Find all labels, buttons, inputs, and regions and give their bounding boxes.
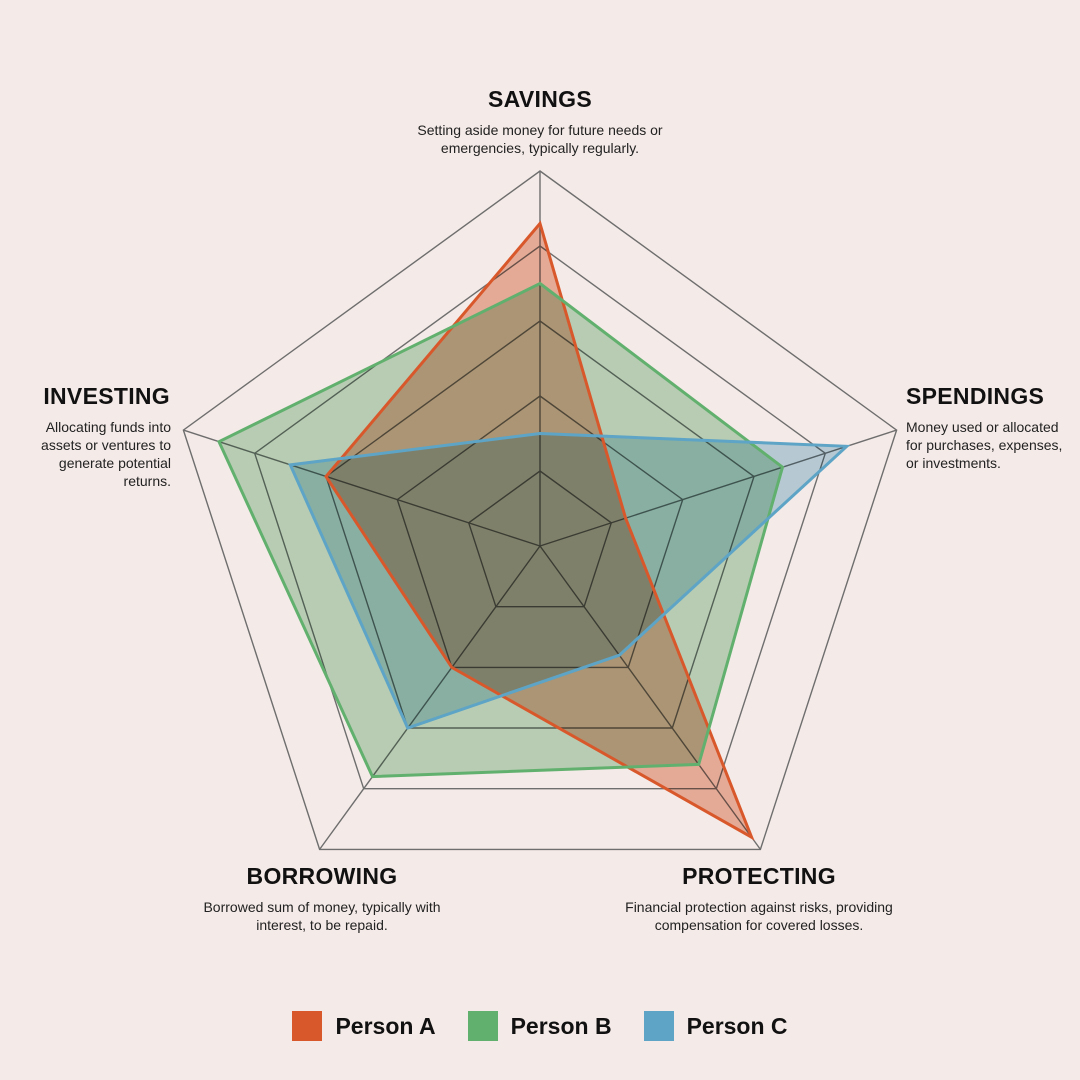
legend-label-person-c: Person C bbox=[686, 1012, 788, 1039]
axis-description-protecting: Financial protection against risks, prov… bbox=[625, 899, 893, 933]
series-area-person-c bbox=[290, 433, 847, 728]
series-outline-person-c bbox=[288, 431, 851, 730]
axis-description-spendings: Money used or allocated for purchases, e… bbox=[906, 419, 1063, 471]
legend-label-person-b: Person B bbox=[510, 1012, 612, 1039]
axis-title-borrowing: BORROWING bbox=[246, 863, 398, 889]
legend-item-person-c: Person C bbox=[643, 1011, 788, 1041]
grid-ring-5 bbox=[182, 170, 898, 851]
axis-description-borrowing: Borrowed sum of money, typically with in… bbox=[203, 899, 441, 933]
series-outline-person-b bbox=[217, 281, 785, 779]
axis-title-savings: SAVINGS bbox=[488, 86, 592, 112]
legend-item-person-a: Person A bbox=[292, 1011, 436, 1041]
axis-title-investing: INVESTING bbox=[43, 383, 170, 409]
axis-description-investing: Allocating funds into assets or ventures… bbox=[41, 419, 171, 489]
axis-title-protecting: PROTECTING bbox=[682, 863, 836, 889]
series-outline-person-a bbox=[324, 220, 755, 841]
axis-title-spendings: SPENDINGS bbox=[906, 383, 1045, 409]
legend-item-person-b: Person B bbox=[467, 1011, 612, 1041]
legend-swatch-person-a bbox=[292, 1011, 323, 1041]
radar-series bbox=[217, 220, 851, 841]
legend-label-person-a: Person A bbox=[335, 1012, 436, 1039]
legend-swatch-person-b bbox=[467, 1011, 498, 1041]
axis-description-savings: Setting aside money for future needs or … bbox=[417, 122, 663, 156]
legend-swatch-person-c bbox=[643, 1011, 674, 1041]
chart-legend: Person A Person B Person C bbox=[0, 1011, 1080, 1041]
